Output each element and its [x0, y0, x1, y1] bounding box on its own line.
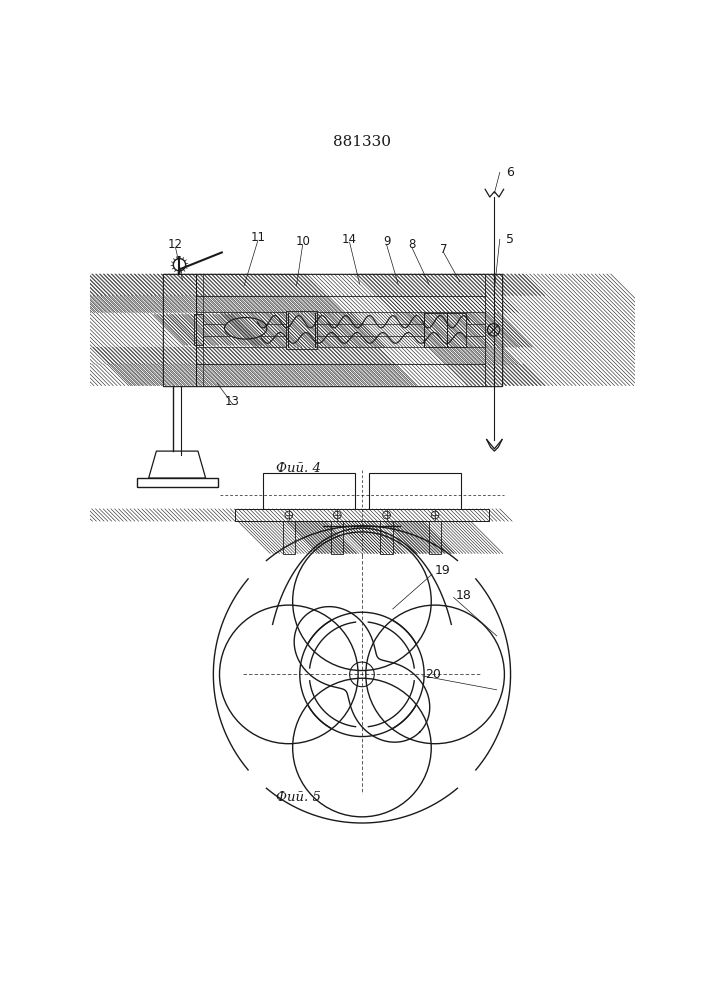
Bar — [283, 521, 295, 554]
Bar — [369, 473, 461, 517]
Text: 20: 20 — [425, 668, 441, 681]
Bar — [163, 274, 502, 386]
Bar — [485, 274, 502, 386]
Bar — [331, 521, 344, 554]
Ellipse shape — [225, 318, 267, 339]
Bar — [137, 478, 218, 487]
Bar — [163, 274, 502, 296]
Bar — [196, 296, 485, 312]
Text: 13: 13 — [225, 395, 240, 408]
Text: Фиӣ. 4: Фиӣ. 4 — [276, 462, 320, 475]
Bar — [423, 312, 466, 347]
Text: 12: 12 — [168, 238, 183, 251]
Text: 9: 9 — [383, 235, 390, 248]
Bar — [196, 296, 485, 364]
Bar — [194, 314, 204, 345]
Bar — [380, 521, 393, 554]
Text: 881330: 881330 — [333, 135, 391, 149]
Text: 7: 7 — [440, 243, 448, 256]
Text: 5: 5 — [506, 233, 514, 246]
Bar — [429, 521, 441, 554]
Text: 8: 8 — [409, 238, 416, 251]
Circle shape — [334, 511, 341, 519]
Bar — [163, 274, 196, 386]
Text: 14: 14 — [342, 233, 357, 246]
Text: Фиӣ. 5: Фиӣ. 5 — [276, 791, 320, 804]
Bar — [196, 347, 485, 364]
Bar — [235, 509, 489, 521]
Bar — [262, 473, 355, 517]
Text: 11: 11 — [250, 231, 266, 244]
Text: 18: 18 — [456, 589, 472, 602]
Circle shape — [285, 511, 293, 519]
Text: 10: 10 — [296, 235, 310, 248]
Bar — [196, 324, 485, 336]
Bar — [286, 311, 317, 349]
Circle shape — [173, 259, 186, 271]
Text: 6: 6 — [506, 166, 514, 179]
Bar — [163, 364, 502, 386]
Text: 19: 19 — [434, 564, 450, 577]
Circle shape — [382, 511, 390, 519]
Circle shape — [431, 511, 439, 519]
